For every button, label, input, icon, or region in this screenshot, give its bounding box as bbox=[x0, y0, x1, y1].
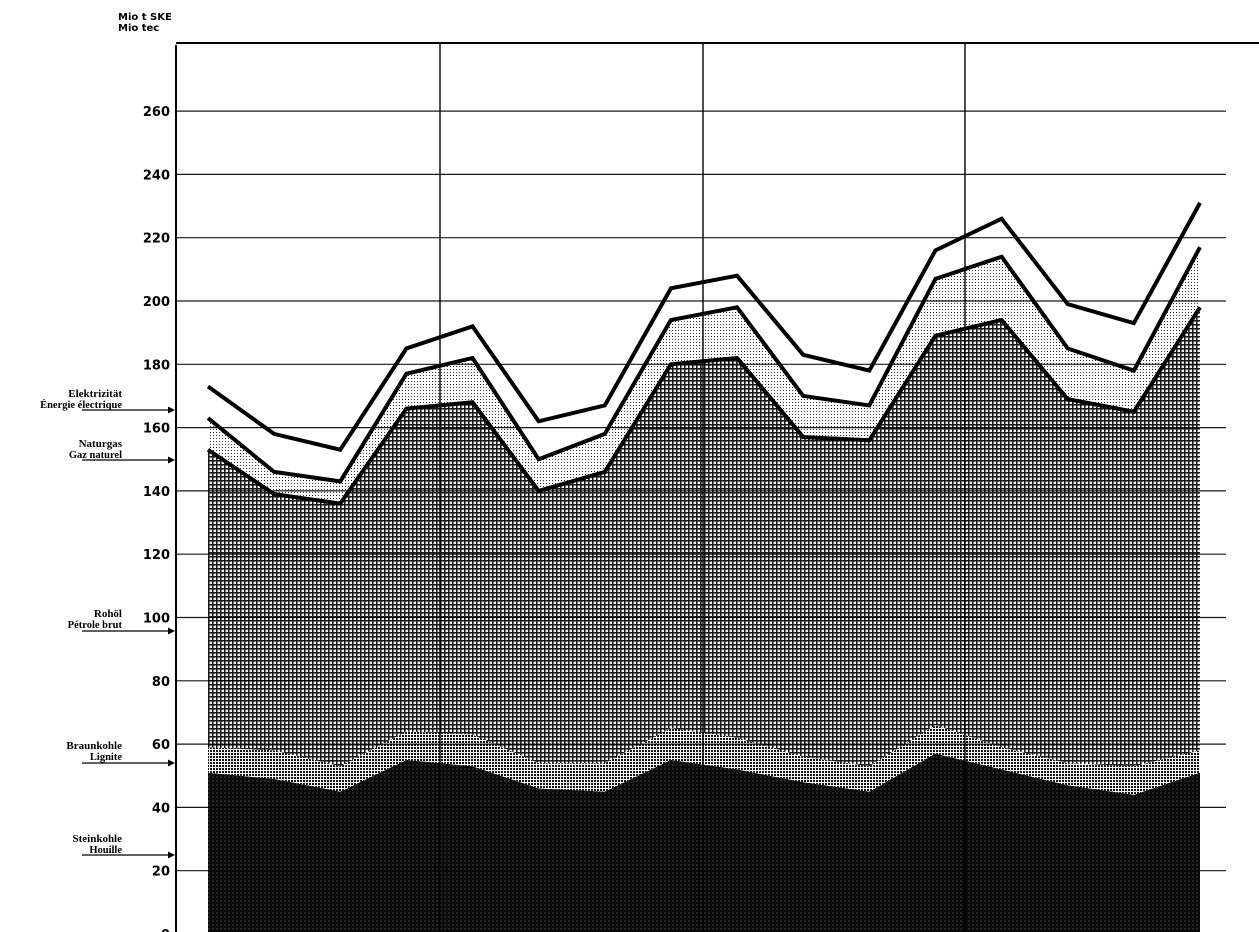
y-axis-unit-label: Mio t SKE Mio tec bbox=[118, 12, 172, 34]
legend-label-naturgas: Naturgas Gaz naturel bbox=[69, 438, 122, 461]
area-rohöl bbox=[208, 307, 1200, 767]
y-tick-label-120: 120 bbox=[143, 548, 170, 563]
y-tick-label-260: 260 bbox=[143, 105, 170, 120]
legend-label-rohöl: Rohöl Pétrole brut bbox=[68, 608, 122, 631]
unit-label-de: Mio t SKE bbox=[118, 12, 172, 23]
y-tick-label-160: 160 bbox=[143, 422, 170, 437]
area-steinkohle bbox=[208, 753, 1200, 932]
unit-label-fr: Mio tec bbox=[118, 23, 160, 34]
line-rohöl-top bbox=[206, 306, 1202, 506]
legend-arrowhead-braunkohle bbox=[168, 759, 175, 767]
legend-label-fr: Énergie électrique bbox=[40, 400, 122, 411]
y-tick-label-140: 140 bbox=[143, 485, 170, 500]
legend-label-fr: Gaz naturel bbox=[68, 450, 122, 461]
y-tick-label-80: 80 bbox=[152, 675, 170, 690]
area-naturgas bbox=[208, 247, 1200, 504]
legend-label-de: Naturgas bbox=[78, 438, 122, 450]
legend-label-de: Steinkohle bbox=[72, 833, 122, 845]
y-tick-label-20: 20 bbox=[152, 865, 170, 880]
y-tick-label-0: 0 bbox=[161, 928, 170, 932]
legend-label-fr: Pétrole brut bbox=[67, 620, 122, 631]
y-tick-label-100: 100 bbox=[143, 612, 170, 627]
line-naturgas-top bbox=[206, 246, 1202, 484]
y-tick-label-220: 220 bbox=[143, 232, 170, 247]
legend-label-fr: Houille bbox=[89, 845, 122, 856]
legend-arrowhead-naturgas bbox=[168, 456, 175, 464]
legend-label-de: Elektrizität bbox=[68, 388, 122, 400]
legend-label-elektrizität: Elektrizität Énergie électrique bbox=[40, 388, 122, 411]
y-tick-label-40: 40 bbox=[152, 801, 170, 816]
area-braunkohle bbox=[208, 725, 1200, 795]
line-elektrizität-top bbox=[206, 201, 1202, 453]
legend-arrowhead-steinkohle bbox=[168, 851, 175, 859]
y-tick-label-60: 60 bbox=[152, 738, 170, 753]
legend-label-steinkohle: Steinkohle Houille bbox=[72, 833, 122, 856]
legend-label-braunkohle: Braunkohle Lignite bbox=[66, 740, 122, 763]
legend-label-fr: Lignite bbox=[89, 752, 122, 763]
y-tick-label-180: 180 bbox=[143, 358, 170, 373]
y-tick-label-240: 240 bbox=[143, 168, 170, 183]
y-tick-label-200: 200 bbox=[143, 295, 170, 310]
legend-label-de: Rohöl bbox=[93, 608, 122, 620]
legend-arrowhead-elektrizität bbox=[168, 406, 175, 414]
legend-arrowhead-rohöl bbox=[168, 627, 175, 635]
legend-label-de: Braunkohle bbox=[66, 740, 122, 752]
